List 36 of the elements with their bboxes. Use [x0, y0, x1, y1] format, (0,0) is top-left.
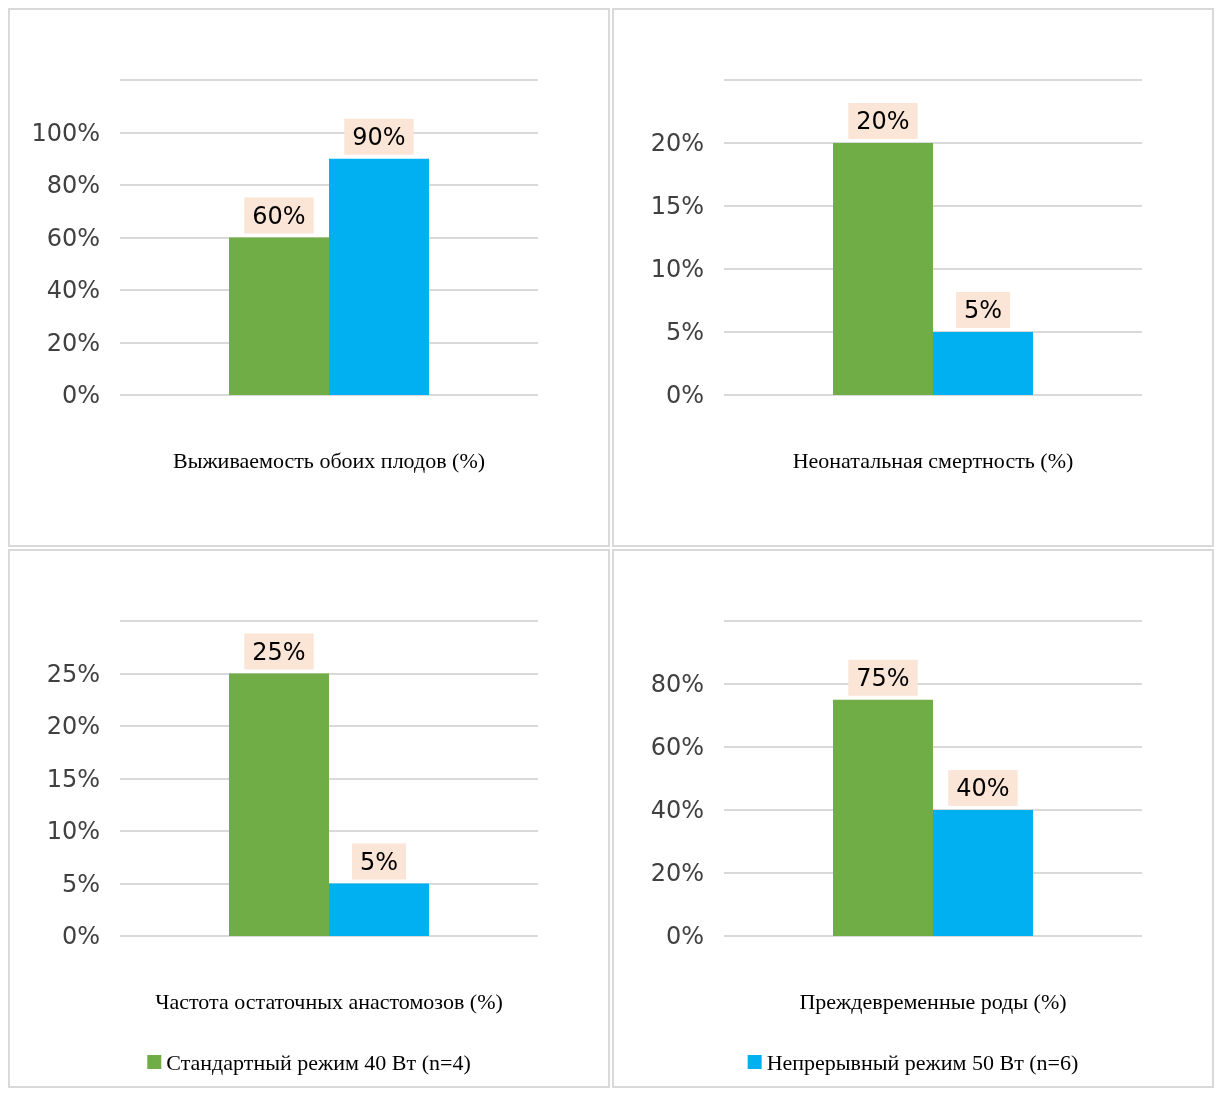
- x-axis-title: Выживаемость обоих плодов (%): [172, 447, 486, 473]
- y-tick-label: 20%: [46, 328, 100, 357]
- y-tick-label: 0%: [61, 381, 100, 409]
- y-tick-label: 15%: [46, 764, 100, 793]
- y-tick-label: 60%: [650, 733, 704, 761]
- y-tick-label: 10%: [46, 817, 100, 845]
- y-tick-label: 20%: [46, 712, 100, 740]
- y-tick-label: 20%: [650, 129, 704, 157]
- y-tick-label: 0%: [61, 922, 100, 950]
- y-tick-label: 40%: [46, 276, 100, 304]
- y-tick-label: 25%: [46, 659, 100, 688]
- y-tick-label: 5%: [61, 869, 100, 898]
- data-label: 90%: [352, 122, 406, 151]
- y-tick-label: 40%: [650, 796, 704, 824]
- x-axis-title: Преждевременные роды (%): [799, 988, 1067, 1014]
- x-axis-title: Неонатальная смертность (%): [792, 447, 1074, 473]
- y-tick-label: 80%: [650, 670, 704, 698]
- data-label: 60%: [252, 201, 306, 230]
- y-tick-label: 15%: [650, 192, 704, 220]
- data-label: 25%: [252, 637, 306, 666]
- legend-label: Непрерывный режим 50 Вт (n=6): [766, 1049, 1079, 1075]
- data-label: 5%: [359, 847, 399, 876]
- y-tick-label: 60%: [46, 223, 100, 252]
- y-tick-label: 0%: [665, 381, 704, 409]
- y-tick-label: 100%: [31, 118, 100, 147]
- data-label: 20%: [856, 107, 910, 135]
- data-label: 75%: [856, 663, 910, 692]
- legend-label: Стандартный режим 40 Вт (n=4): [166, 1049, 471, 1075]
- data-label: 40%: [956, 774, 1010, 802]
- y-tick-label: 0%: [665, 922, 704, 950]
- y-tick-label: 20%: [650, 859, 704, 887]
- x-axis-title: Частота остаточных анастомозов (%): [155, 988, 503, 1014]
- y-tick-label: 80%: [46, 171, 100, 199]
- y-tick-label: 5%: [665, 318, 704, 346]
- data-label: 5%: [963, 296, 1003, 324]
- y-tick-label: 10%: [650, 255, 704, 283]
